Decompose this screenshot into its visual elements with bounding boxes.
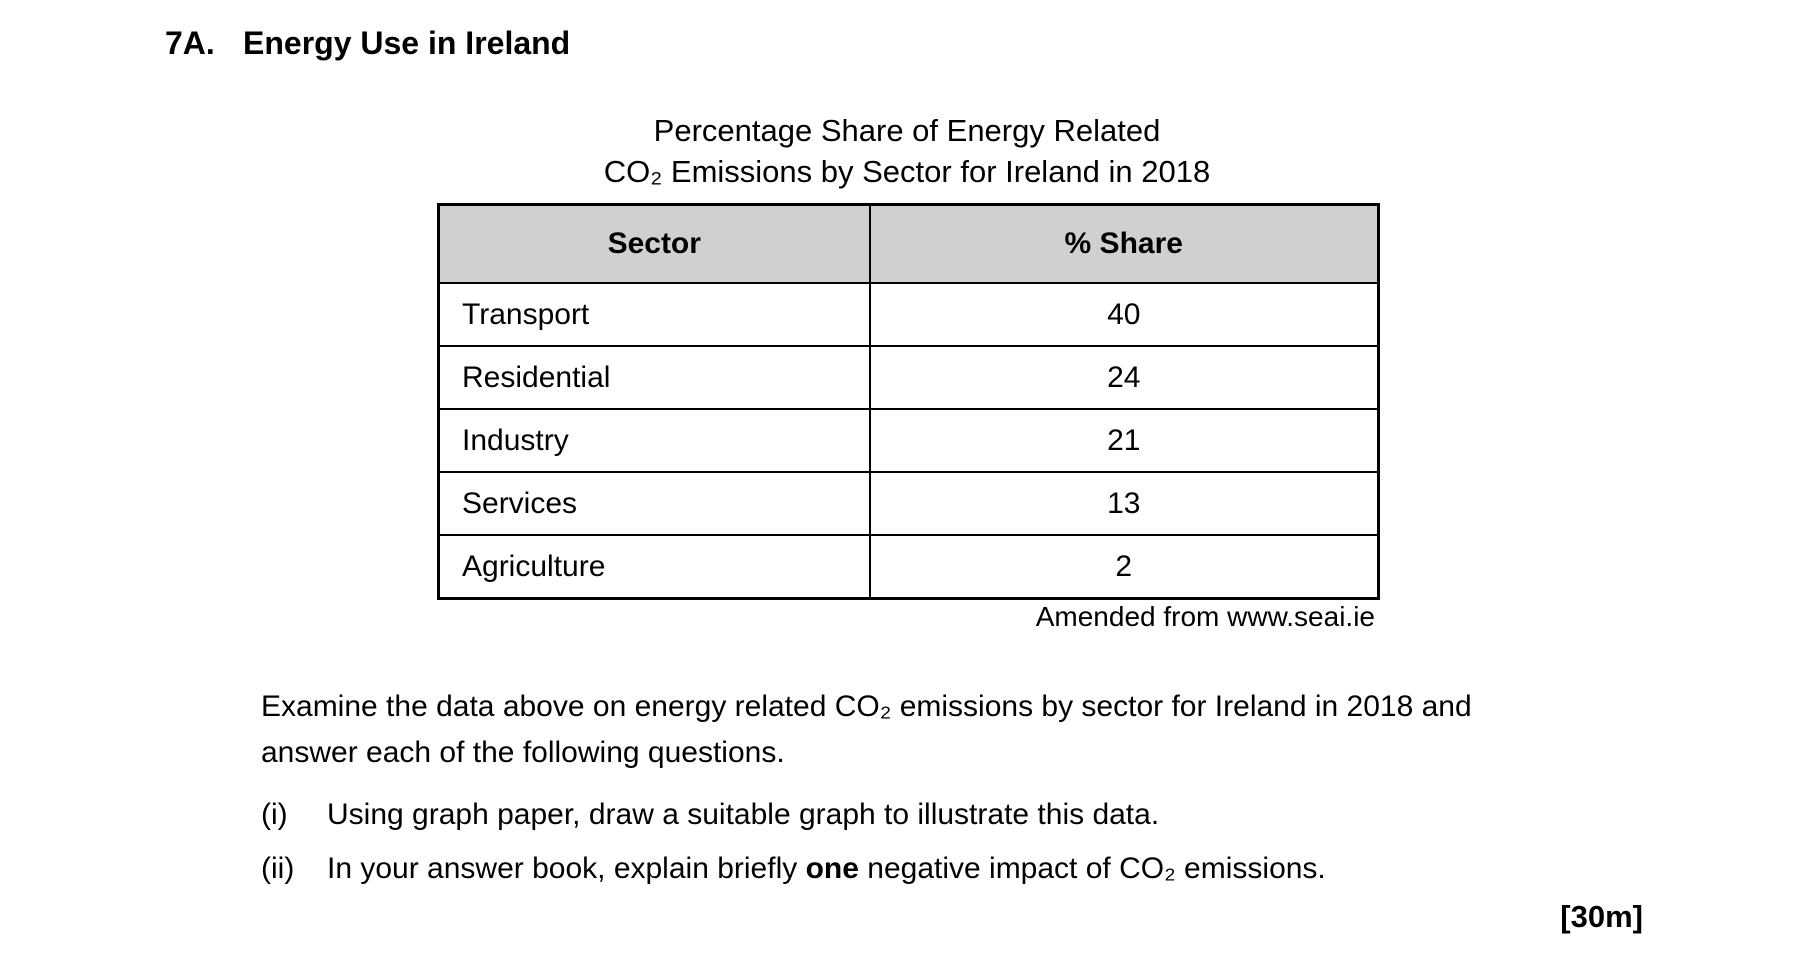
table-row: Transport 40	[437, 282, 1380, 347]
item-text-ii-bold: one	[805, 852, 859, 885]
marks-label: [30m]	[1560, 899, 1643, 934]
sector-cell: Services	[437, 471, 871, 536]
question-heading: 7A. Energy Use in Ireland	[165, 24, 570, 62]
share-cell: 2	[868, 534, 1380, 600]
question-item-i: (i) Using graph paper, draw a suitable g…	[261, 796, 1159, 834]
intro-line1: Examine the data above on energy related…	[261, 690, 1472, 723]
emissions-table: Sector % Share Transport 40 Residential …	[437, 203, 1380, 600]
share-cell: 24	[868, 345, 1380, 410]
item-text-ii: In your answer book, explain briefly one…	[327, 850, 1326, 888]
question-title: Energy Use in Ireland	[243, 25, 571, 61]
table-title-line1: Percentage Share of Energy Related	[653, 113, 1161, 148]
sector-cell: Transport	[437, 282, 871, 347]
table-row: Residential 24	[437, 345, 1380, 410]
item-text-ii-before: In your answer book, explain briefly	[327, 852, 806, 885]
column-header-share: % Share	[868, 203, 1380, 284]
question-item-ii: (ii) In your answer book, explain briefl…	[261, 850, 1326, 888]
table-row: Services 13	[437, 471, 1380, 536]
item-marker-i: (i)	[261, 798, 288, 831]
item-marker-ii: (ii)	[261, 852, 295, 885]
question-number: 7A.	[165, 25, 215, 61]
share-cell: 21	[868, 408, 1380, 473]
table-title-line2: CO₂ Emissions by Sector for Ireland in 2…	[603, 154, 1211, 189]
table-source: Amended from www.seai.ie	[1035, 601, 1375, 632]
item-text-i: Using graph paper, draw a suitable graph…	[327, 798, 1160, 831]
item-text-ii-after: negative impact of CO₂ emissions.	[858, 852, 1326, 885]
table-row: Industry 21	[437, 408, 1380, 473]
intro-paragraph: Examine the data above on energy related…	[261, 684, 1641, 776]
table-title: Percentage Share of Energy Related CO₂ E…	[437, 110, 1377, 192]
sector-cell: Residential	[437, 345, 871, 410]
share-cell: 13	[868, 471, 1380, 536]
table-row: Agriculture 2	[437, 534, 1380, 600]
column-header-sector: Sector	[437, 203, 871, 284]
sector-cell: Agriculture	[437, 534, 871, 600]
intro-line2: answer each of the following questions.	[261, 736, 785, 769]
share-cell: 40	[868, 282, 1380, 347]
table-header-row: Sector % Share	[437, 203, 1380, 284]
sector-cell: Industry	[437, 408, 871, 473]
